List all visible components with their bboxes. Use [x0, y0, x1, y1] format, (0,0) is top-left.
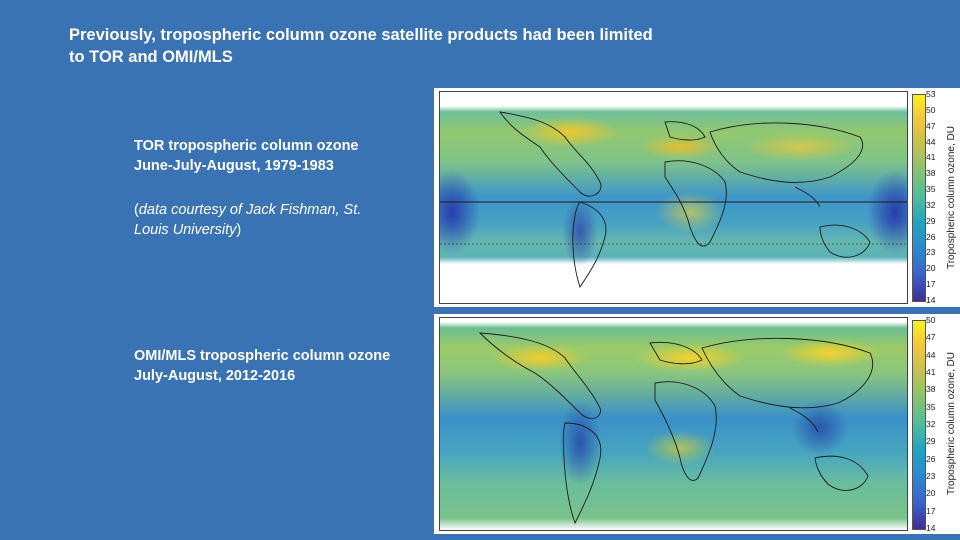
omi-caption: OMI/MLS tropospheric column ozone July-A… [134, 346, 424, 386]
tor-tick: 23 [926, 247, 936, 258]
tor-tick: 20 [926, 263, 936, 274]
omi-tick: 41 [926, 367, 936, 377]
tor-tick: 14 [926, 295, 936, 305]
omi-tick: 29 [926, 436, 936, 447]
slide-title-line1: Previously, tropospheric column ozone sa… [69, 26, 653, 44]
omi-tick: 38 [926, 384, 936, 395]
tor-map-panel: 53 50 47 44 41 38 35 32 29 26 23 20 17 1… [434, 88, 960, 307]
tor-data-credit: (data courtesy of Jack Fishman, St. Loui… [134, 200, 424, 240]
tor-colorbar [912, 94, 926, 302]
tor-tick: 50 [926, 104, 936, 115]
tor-tick: 38 [926, 168, 936, 179]
credit-open-paren: ( [134, 202, 139, 218]
omi-tick: 20 [926, 488, 936, 499]
omi-tick: 35 [926, 401, 936, 412]
tor-tick: 17 [926, 279, 936, 290]
tor-tick: 35 [926, 184, 936, 195]
credit-text-line2: Louis University [134, 222, 237, 238]
omi-tick: 14 [926, 523, 936, 533]
omi-tick: 26 [926, 453, 936, 464]
tor-colorbar-label: Tropospheric column ozone, DU [944, 88, 958, 307]
omi-tick: 50 [926, 315, 936, 325]
omi-tick: 47 [926, 332, 936, 343]
omi-tick: 17 [926, 505, 936, 516]
omi-caption-line2: July-August, 2012-2016 [134, 368, 296, 384]
tor-tick: 32 [926, 199, 936, 210]
omi-colorbar-label-text: Tropospheric column ozone, DU [945, 352, 957, 496]
credit-line2: Louis University) [134, 220, 424, 240]
omi-tick: 23 [926, 471, 936, 481]
credit-text-line1: data courtesy of Jack Fishman, St. [138, 202, 362, 218]
credit-line1: (data courtesy of Jack Fishman, St. [134, 200, 424, 220]
tor-tick: 44 [926, 136, 936, 147]
tor-colorbar-label-text: Tropospheric column ozone, DU [945, 125, 957, 270]
tor-coastline-outline [440, 111, 907, 289]
omi-tick: 44 [926, 349, 936, 360]
omi-map-panel: 50 47 44 41 38 35 32 29 26 23 20 17 14 T… [434, 314, 960, 534]
tor-caption: TOR tropospheric column ozone June-July-… [134, 136, 424, 176]
omi-coastline-outline [478, 332, 873, 525]
tor-tick: 29 [926, 215, 936, 226]
omi-tick: 32 [926, 419, 936, 429]
tor-caption-line1: TOR tropospheric column ozone [134, 138, 359, 154]
tor-ozone-map-image [439, 91, 908, 304]
slide-title-line2: to TOR and OMI/MLS [69, 48, 233, 66]
tor-tick: 26 [926, 231, 936, 242]
omi-ozone-map-image [439, 317, 908, 531]
slide-title: Previously, tropospheric column ozone sa… [69, 24, 709, 68]
tor-tick: 41 [926, 152, 936, 163]
omi-colorbar-label: Tropospheric column ozone, DU [944, 314, 958, 534]
tor-tick: 47 [926, 120, 936, 131]
tor-tick: 53 [926, 89, 936, 99]
credit-close-paren: ) [236, 222, 242, 238]
tor-caption-line2: June-July-August, 1979-1983 [134, 158, 334, 174]
omi-caption-line1: OMI/MLS tropospheric column ozone [134, 348, 391, 364]
omi-colorbar [912, 320, 926, 530]
